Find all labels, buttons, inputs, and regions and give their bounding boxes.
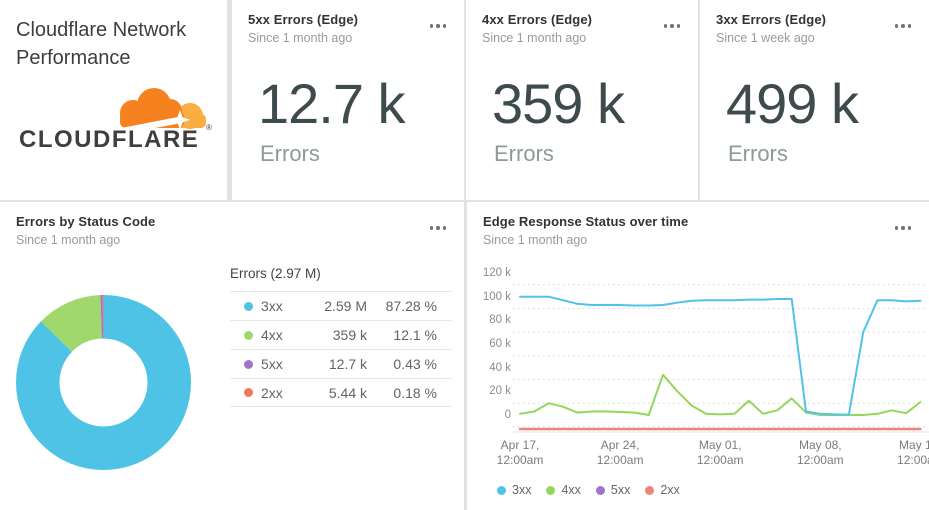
stat-card-title: 4xx Errors (Edge) — [482, 12, 593, 27]
panel-subtitle: Since 1 month ago — [16, 233, 121, 247]
y-axis-tick: 0 — [504, 409, 511, 421]
legend-label: 3xx — [512, 483, 532, 497]
overflow-menu-button[interactable] — [426, 222, 451, 234]
overflow-menu-button[interactable] — [426, 20, 451, 32]
stat-card-subtitle: Since 1 month ago — [482, 31, 587, 45]
stat-unit-label: Errors — [728, 141, 788, 166]
y-axis-tick: 80 k — [489, 314, 511, 327]
dashboard-title: Cloudflare Network Performance — [16, 19, 187, 69]
series-color-dot — [595, 485, 605, 495]
svg-text:®: ® — [206, 123, 212, 132]
series-color-dot — [244, 330, 253, 340]
y-axis-tick: 20 k — [489, 385, 511, 398]
stat-unit-label: Errors — [494, 141, 554, 166]
legend-item-3xx[interactable]: 3xx — [497, 483, 531, 497]
series-label: 2xx — [261, 384, 283, 401]
cloudflare-logo-image: CLOUDFLARE ® — [19, 88, 212, 153]
cloudflare-cloud-icon — [116, 88, 206, 135]
table-row[interactable]: 3xx 2.59 M 87.28 % — [230, 291, 452, 320]
stat-card-title: 3xx Errors (Edge) — [716, 12, 827, 27]
y-axis-tick: 120 k — [482, 267, 511, 279]
chart-legend: 3xx 4xx 5xx 2xx — [497, 478, 695, 502]
stat-value: 499 k — [726, 72, 859, 135]
edge-response-status-panel: Edge Response Status over time Since 1 m… — [467, 202, 929, 510]
panel-subtitle: Since 1 month ago — [483, 233, 588, 247]
series-color-dot — [244, 359, 253, 369]
cloudflare-logo: CLOUDFLARE ® — [16, 84, 214, 156]
donut-legend-table: Errors (2.97 M) 3xx 2.59 M 87.28 % 4xx 3… — [230, 266, 452, 407]
x-axis-tick: Apr 17, 12:00am — [496, 438, 544, 467]
legend-item-4xx[interactable]: 4xx — [546, 483, 581, 497]
donut-table-title: Errors (2.97 M) — [230, 266, 321, 281]
stat-value: 359 k — [492, 72, 625, 135]
table-row[interactable]: 2xx 5.44 k 0.18 % — [230, 378, 452, 407]
series-percent: 12.1 % — [393, 327, 437, 343]
series-percent: 87.28 % — [385, 298, 437, 314]
series-color-dot — [497, 485, 506, 495]
stat-card-5xx: 5xx Errors (Edge) Since 1 month ago 12.7… — [232, 0, 464, 200]
x-axis-tick: May 01, 12:00am — [696, 438, 744, 467]
y-axis-tick: 40 k — [489, 361, 511, 374]
line-chart[interactable]: 120 k 100 k 80 k 60 k 40 k 20 k 0 Apr 17, 12:00a… — [467, 258, 929, 488]
donut-slice-2xx — [16, 295, 191, 470]
x-axis-tick: May 15,12:00am — [897, 438, 929, 467]
series-value: 359 k — [332, 327, 367, 343]
overflow-menu-button[interactable] — [891, 222, 916, 234]
x-axis-tick: Apr 24, 12:00am — [596, 438, 644, 467]
y-axis-tick: 100 k — [482, 290, 511, 303]
series-color-dot — [546, 485, 556, 495]
legend-label: 4xx — [561, 483, 581, 497]
overflow-menu-button[interactable] — [660, 20, 685, 32]
panel-title: Errors by Status Code — [16, 214, 156, 229]
series-percent: 0.43 % — [393, 356, 437, 372]
series-value: 5.44 k — [328, 384, 367, 401]
series-value: 2.59 M — [324, 298, 367, 314]
series-color-dot — [244, 388, 253, 397]
y-axis-tick: 60 k — [489, 338, 511, 350]
series-label: 5xx — [261, 356, 283, 372]
dashboard-title-card: Cloudflare Network Performance CLOUDFLAR… — [0, 0, 227, 200]
stat-unit-label: Errors — [260, 141, 320, 166]
cloudflare-wordmark: CLOUDFLARE — [19, 126, 199, 153]
series-color-dot — [645, 485, 655, 495]
x-axis-tick: May 08, 12:00am — [796, 438, 844, 467]
series-color-dot — [244, 301, 253, 311]
stat-card-subtitle: Since 1 month ago — [248, 31, 353, 45]
series-value: 12.7 k — [328, 356, 367, 372]
overflow-menu-icon — [429, 24, 433, 28]
series-percent: 0.18 % — [393, 384, 437, 401]
overflow-menu-icon — [429, 226, 433, 230]
series-label: 4xx — [261, 327, 283, 343]
stat-card-title: 5xx Errors (Edge) — [248, 12, 359, 27]
errors-by-status-panel: Errors by Status Code Since 1 month ago … — [0, 202, 464, 510]
table-row[interactable]: 5xx 12.7 k 0.43 % — [230, 349, 452, 378]
series-label: 3xx — [261, 298, 283, 314]
panel-title: Edge Response Status over time — [483, 214, 689, 229]
legend-item-2xx[interactable]: 2xx — [645, 483, 680, 497]
table-row[interactable]: 4xx 359 k 12.1 % — [230, 320, 452, 349]
stat-card-3xx: 3xx Errors (Edge) Since 1 week ago 499 k… — [700, 0, 929, 200]
overflow-menu-icon — [894, 24, 898, 28]
overflow-menu-icon — [894, 226, 898, 230]
legend-item-5xx[interactable]: 5xx — [595, 483, 631, 497]
donut-chart[interactable] — [16, 295, 191, 470]
stat-card-subtitle: Since 1 week ago — [716, 31, 815, 45]
overflow-menu-icon — [663, 24, 667, 28]
legend-label: 2xx — [660, 483, 680, 497]
line-series-4xx — [519, 373, 922, 416]
stat-value: 12.7 k — [258, 72, 406, 135]
stat-card-4xx: 4xx Errors (Edge) Since 1 month ago 359 … — [466, 0, 698, 200]
overflow-menu-button[interactable] — [891, 20, 916, 32]
legend-label: 5xx — [610, 483, 631, 497]
line-series-3xx — [519, 295, 922, 416]
